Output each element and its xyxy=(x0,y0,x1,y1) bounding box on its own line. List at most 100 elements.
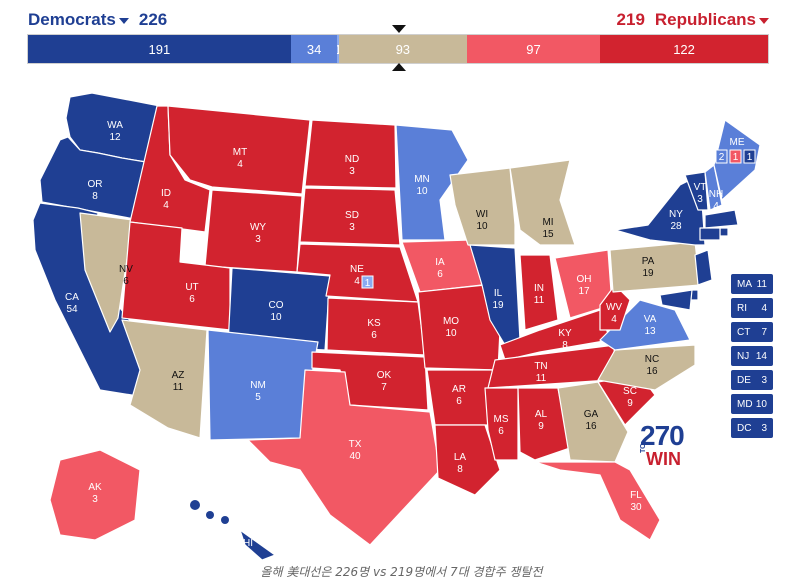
state-label-tn: TN xyxy=(534,361,547,372)
maine-district-box[interactable] xyxy=(729,149,742,164)
state-ak[interactable] xyxy=(49,449,141,541)
ne-state-box-de[interactable]: DE 3 xyxy=(731,370,773,390)
maine-district-ev: 1 xyxy=(747,152,753,163)
state-ma[interactable] xyxy=(704,209,739,229)
state-ev-tn: 11 xyxy=(536,373,547,384)
state-tx[interactable] xyxy=(247,369,441,546)
democrats-header[interactable]: Democrats 226 xyxy=(28,10,167,30)
state-sd[interactable] xyxy=(299,187,401,246)
state-label-co: CO xyxy=(269,300,284,311)
ne-state-ev: 14 xyxy=(755,350,767,362)
state-label-wa: WA xyxy=(107,120,123,131)
state-ev-ky: 8 xyxy=(562,340,568,351)
logo-number: 270 xyxy=(640,420,685,451)
republicans-header[interactable]: 219 Republicans xyxy=(617,10,769,30)
bar-segment: 97 xyxy=(466,35,601,63)
state-ri[interactable] xyxy=(719,227,729,237)
maine-district-box[interactable] xyxy=(715,149,728,164)
state-ev-ut: 6 xyxy=(189,294,195,305)
state-label-in: IN xyxy=(534,283,544,294)
state-label-sc: SC xyxy=(623,386,637,397)
ne-state-box-nj[interactable]: NJ 14 xyxy=(731,346,773,366)
electoral-vote-bar: 1913419397122 xyxy=(27,34,769,64)
state-co[interactable] xyxy=(227,267,331,351)
ne-state-box-dc[interactable]: DC 3 xyxy=(731,418,773,438)
state-nh[interactable] xyxy=(704,164,723,211)
ne-state-abbr: MD xyxy=(737,398,753,410)
state-ev-la: 8 xyxy=(457,464,463,475)
ne-state-box-ma[interactable]: MA 11 xyxy=(731,274,773,294)
state-label-ok: OK xyxy=(377,370,392,381)
state-label-tx: TX xyxy=(349,439,362,450)
state-label-mt: MT xyxy=(233,147,247,158)
state-wi[interactable] xyxy=(449,167,516,246)
maine-district-box[interactable] xyxy=(743,149,756,164)
state-label-vt: VT xyxy=(694,182,707,193)
state-ut[interactable] xyxy=(121,221,231,331)
state-mt[interactable] xyxy=(167,105,311,195)
ne-state-box-ct[interactable]: CT 7 xyxy=(731,322,773,342)
state-label-nm: NM xyxy=(250,380,266,391)
state-va[interactable] xyxy=(599,299,691,351)
state-nj[interactable] xyxy=(694,249,713,286)
state-fl[interactable] xyxy=(534,461,661,541)
state-ev-ny: 28 xyxy=(670,221,682,232)
bar-segment: 1 xyxy=(337,35,339,63)
state-ev-ms: 6 xyxy=(498,426,504,437)
state-mn[interactable] xyxy=(395,124,469,241)
logo-win: WIN xyxy=(646,449,681,469)
state-ev-mt: 4 xyxy=(237,159,243,170)
state-md[interactable] xyxy=(659,289,693,311)
state-ne[interactable] xyxy=(296,243,419,303)
state-az[interactable] xyxy=(121,319,208,439)
state-ev-mi: 15 xyxy=(542,229,554,240)
state-in[interactable] xyxy=(519,254,559,331)
state-al[interactable] xyxy=(517,387,571,461)
state-ev-wi: 10 xyxy=(476,221,488,232)
ne-state-abbr: DE xyxy=(737,374,751,386)
state-ev-mn: 10 xyxy=(416,186,428,197)
state-ev-mo: 10 xyxy=(445,328,457,339)
state-ga[interactable] xyxy=(557,381,629,463)
democrats-total: 226 xyxy=(138,10,168,29)
state-hi[interactable] xyxy=(239,529,276,561)
state-ev-nh: 4 xyxy=(713,201,719,212)
bar-segment: 122 xyxy=(600,35,768,63)
state-nd[interactable] xyxy=(304,119,397,189)
state-nv[interactable] xyxy=(79,212,134,333)
hawaii-island[interactable] xyxy=(221,516,229,524)
hawaii-island[interactable] xyxy=(190,500,200,510)
ne-state-box-ri[interactable]: RI 4 xyxy=(731,298,773,318)
bar-segment: 34 xyxy=(290,35,338,63)
state-mi[interactable] xyxy=(509,159,576,246)
state-ev-or: 8 xyxy=(92,191,98,202)
hawaii-island[interactable] xyxy=(206,511,214,519)
ne-state-abbr: CT xyxy=(737,326,751,338)
nebraska-district-box[interactable] xyxy=(361,275,374,289)
state-label-mi: MI xyxy=(542,217,553,228)
state-mo[interactable] xyxy=(417,284,501,371)
state-label-ms: MS xyxy=(494,414,509,425)
state-vt[interactable] xyxy=(684,171,709,211)
state-ev-ia: 6 xyxy=(437,269,443,280)
ne-state-ev: 3 xyxy=(761,374,767,386)
state-ev-sc: 9 xyxy=(627,398,633,409)
state-label-ia: IA xyxy=(435,257,445,268)
state-label-la: LA xyxy=(454,452,467,463)
state-label-ut: UT xyxy=(185,282,198,293)
state-pa[interactable] xyxy=(609,241,701,293)
state-ev-ar: 6 xyxy=(456,396,462,407)
state-ms[interactable] xyxy=(484,387,519,461)
state-ev-wv: 4 xyxy=(611,314,617,325)
state-label-nh: NH xyxy=(709,189,723,200)
rep-dropdown-caret-icon[interactable] xyxy=(759,17,769,24)
ne-state-box-md[interactable]: MD 10 xyxy=(731,394,773,414)
state-la[interactable] xyxy=(434,424,501,496)
state-ev-fl: 30 xyxy=(630,502,642,513)
dem-dropdown-caret-icon[interactable] xyxy=(118,17,129,24)
state-label-me: ME xyxy=(730,137,745,148)
state-ct[interactable] xyxy=(699,227,721,241)
state-nc[interactable] xyxy=(597,344,696,391)
state-ev-il: 19 xyxy=(492,300,504,311)
